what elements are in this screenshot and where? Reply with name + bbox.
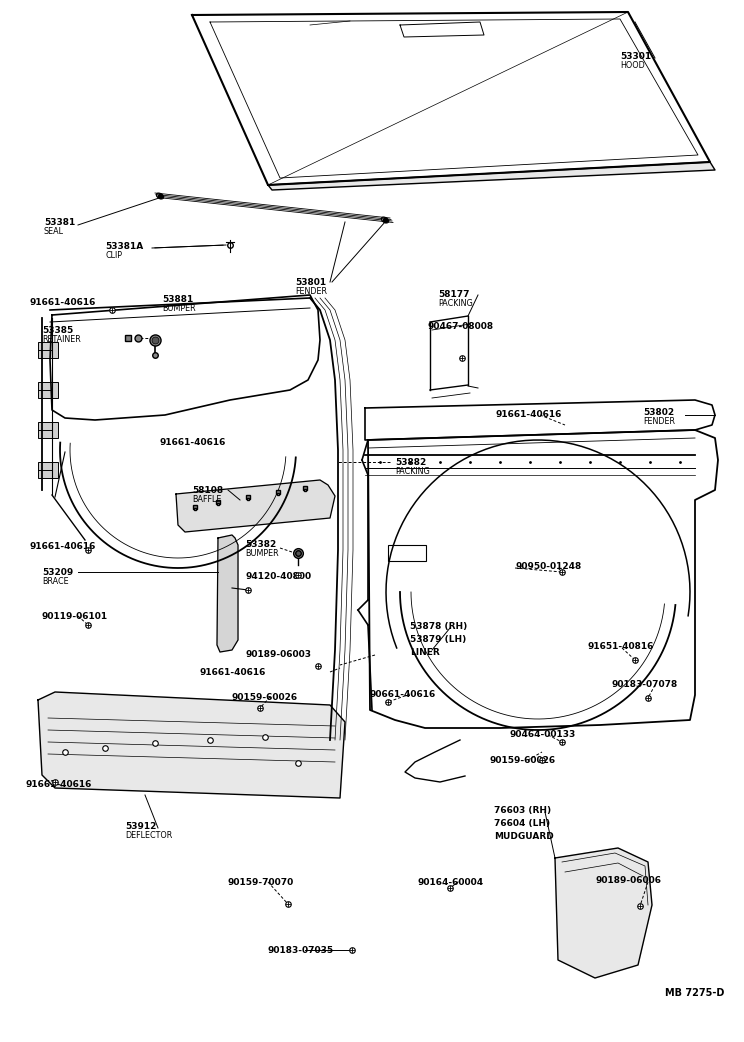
Text: 53382: 53382 [245, 540, 276, 549]
Text: 53879 (LH): 53879 (LH) [410, 635, 466, 644]
Text: BUMPER: BUMPER [245, 549, 278, 559]
Text: 90183-07035: 90183-07035 [268, 946, 334, 956]
Text: 53801: 53801 [295, 278, 326, 287]
Text: 91651-40816: 91651-40816 [587, 642, 653, 651]
Text: 90159-60026: 90159-60026 [490, 756, 556, 765]
Text: PACKING: PACKING [438, 299, 472, 308]
Bar [38, 382, 58, 398]
Text: 53381: 53381 [44, 218, 75, 227]
Text: BAFFLE: BAFFLE [192, 495, 222, 504]
Text: BUMPER: BUMPER [162, 304, 196, 313]
Polygon shape [555, 848, 652, 978]
Text: SEAL: SEAL [44, 227, 64, 235]
Text: 91661-40616: 91661-40616 [495, 410, 562, 419]
Text: 76603 (RH): 76603 (RH) [494, 807, 551, 815]
Text: 53385: 53385 [42, 326, 73, 334]
Text: 94120-40800: 94120-40800 [245, 572, 311, 581]
Text: 53882: 53882 [395, 458, 426, 467]
Text: 53301: 53301 [620, 52, 651, 61]
Text: 58177: 58177 [438, 290, 469, 299]
Text: 53878 (RH): 53878 (RH) [410, 622, 467, 631]
Text: 90661-40616: 90661-40616 [370, 690, 436, 699]
Bar [38, 422, 58, 438]
Text: 91661-40616: 91661-40616 [30, 298, 97, 307]
Text: 90183-07078: 90183-07078 [612, 680, 679, 689]
Text: 53912: 53912 [125, 822, 156, 832]
Text: 90164-60004: 90164-60004 [418, 878, 484, 887]
Text: 91661-40616: 91661-40616 [200, 668, 266, 677]
Polygon shape [268, 162, 715, 190]
Text: 90119-06101: 90119-06101 [42, 612, 108, 621]
Text: BRACE: BRACE [42, 577, 68, 586]
Text: 53209: 53209 [42, 568, 73, 577]
Text: 90159-60026: 90159-60026 [232, 693, 298, 702]
Text: 53802: 53802 [643, 408, 674, 417]
Text: 76604 (LH): 76604 (LH) [494, 819, 550, 828]
Text: 58108: 58108 [192, 486, 223, 495]
Text: FENDER: FENDER [295, 287, 327, 296]
Text: LINER: LINER [410, 648, 440, 658]
Text: 90950-01248: 90950-01248 [515, 562, 581, 571]
Text: 91661-40616: 91661-40616 [30, 542, 97, 551]
Text: CLIP: CLIP [105, 251, 122, 260]
Bar [38, 462, 58, 478]
Polygon shape [38, 692, 345, 798]
Bar [388, 545, 426, 561]
Text: 91661-40616: 91661-40616 [26, 780, 92, 789]
Text: PACKING: PACKING [395, 467, 430, 476]
Bar [38, 342, 58, 358]
Text: 53881: 53881 [162, 295, 193, 304]
Text: HOOD: HOOD [620, 61, 645, 70]
Text: RETAINER: RETAINER [42, 334, 81, 344]
Text: 90189-06006: 90189-06006 [596, 876, 662, 885]
Text: FENDER: FENDER [643, 417, 675, 426]
Text: 90189-06003: 90189-06003 [245, 650, 311, 659]
Text: MB 7275-D: MB 7275-D [665, 988, 725, 998]
Text: 91661-40616: 91661-40616 [160, 438, 226, 447]
Text: 90467-08008: 90467-08008 [428, 322, 494, 331]
Text: 90464-00133: 90464-00133 [510, 730, 577, 739]
Text: DEFLECTOR: DEFLECTOR [125, 832, 173, 840]
Polygon shape [176, 480, 335, 532]
Text: MUDGUARD: MUDGUARD [494, 832, 554, 841]
Text: 53381A: 53381A [105, 242, 144, 251]
Text: 90159-70070: 90159-70070 [228, 878, 294, 887]
Polygon shape [217, 535, 238, 652]
